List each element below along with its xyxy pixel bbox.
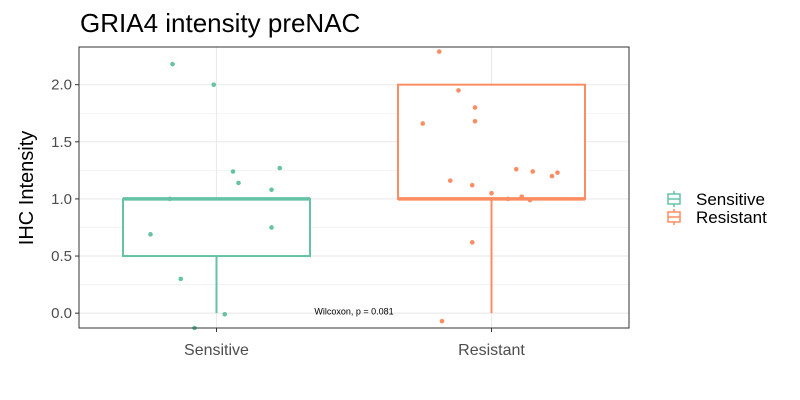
legend-label: Resistant	[696, 208, 767, 227]
data-point	[439, 318, 445, 324]
data-point	[211, 82, 217, 87]
data-point	[555, 170, 560, 175]
data-point	[456, 88, 461, 93]
data-point	[472, 105, 478, 110]
points	[148, 49, 560, 331]
y-tick-label: 0.5	[51, 248, 72, 265]
data-point	[472, 118, 478, 124]
legend-label: Sensitive	[696, 190, 765, 209]
data-point	[530, 169, 536, 174]
data-point	[549, 173, 555, 179]
data-point	[519, 194, 525, 199]
plot-frame	[78, 46, 630, 329]
y-tick-label: 1.0	[51, 191, 72, 208]
data-point	[170, 61, 175, 67]
box-body	[122, 197, 311, 258]
y-tick-label: 0.0	[51, 305, 72, 322]
data-point	[436, 49, 442, 54]
y-tick-label: 1.5	[51, 134, 72, 151]
data-point	[277, 165, 283, 171]
data-point	[230, 169, 236, 174]
data-point	[513, 166, 519, 172]
chart-title: GRIA4 intensity preNAC	[80, 8, 360, 38]
y-axis-label: IHC Intensity	[16, 131, 38, 245]
data-point	[148, 232, 153, 237]
y-tick-label: 2.0	[51, 77, 72, 94]
x-tick-label: Resistant	[458, 342, 525, 359]
data-point	[489, 190, 494, 196]
data-point	[420, 121, 426, 126]
data-point	[469, 240, 475, 245]
data-point	[469, 182, 475, 188]
axes: 0.0 0.5 1.0 1.5 2.0 Sensitive Resistant	[51, 77, 525, 359]
box-body	[397, 83, 586, 200]
boxes	[122, 83, 586, 314]
data-point	[222, 311, 228, 317]
data-point	[269, 225, 274, 230]
data-point	[269, 187, 274, 193]
data-point	[505, 196, 511, 202]
data-point	[447, 178, 453, 183]
x-tick-label: Sensitive	[184, 342, 249, 359]
data-point	[527, 197, 533, 203]
stat-annotation: Wilcoxon, p = 0.081	[314, 306, 393, 316]
data-point	[167, 196, 173, 202]
data-point	[178, 276, 184, 282]
data-point	[236, 180, 241, 186]
